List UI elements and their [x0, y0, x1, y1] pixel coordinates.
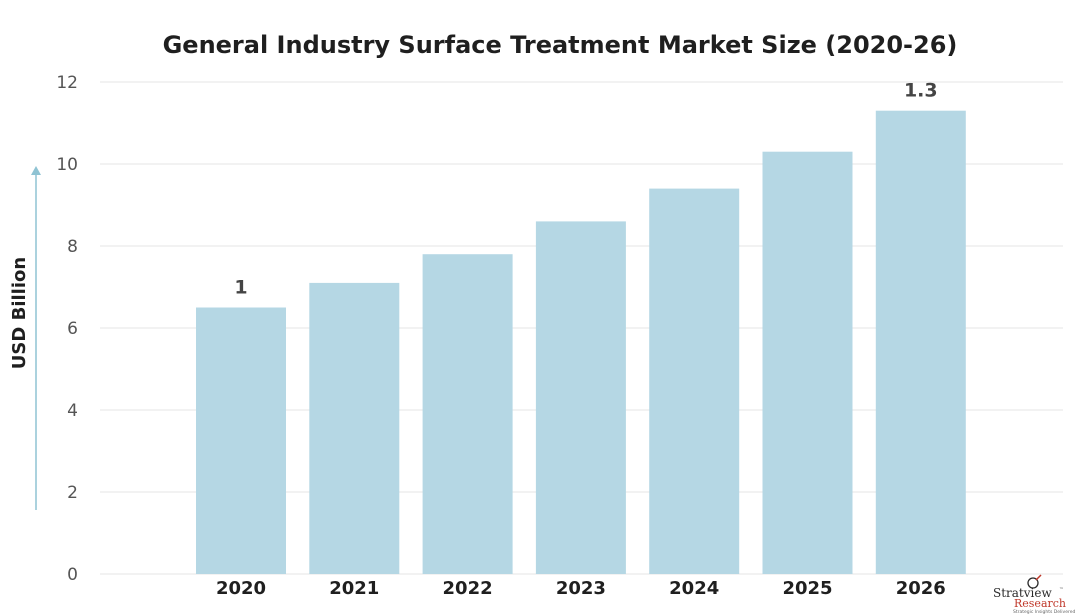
x-category-label: 2022: [443, 578, 493, 599]
x-category-label: 2025: [782, 578, 832, 599]
data-labels: 11.3: [234, 80, 937, 299]
y-axis-arrow-head: [31, 166, 41, 175]
bar-2021: [309, 282, 400, 574]
logo-name: Stratview: [993, 586, 1052, 600]
x-category-label: 2023: [556, 578, 606, 599]
logo-magnifier-handle: [1035, 574, 1042, 581]
y-tick-label: 8: [67, 237, 78, 257]
data-label: 1.3: [904, 80, 938, 102]
bar-2022: [422, 254, 513, 574]
bar-2026: [875, 110, 966, 574]
data-label: 1: [234, 277, 247, 299]
x-category-label: 2021: [329, 578, 379, 599]
x-category-label: 2020: [216, 578, 266, 599]
bar-2023: [535, 221, 626, 574]
x-axis-categories: 2020 2021 2022 2023 2024 2025 2026: [216, 578, 946, 599]
logo-magnifier-icon: [1027, 577, 1039, 589]
y-tick-label: 2: [67, 483, 78, 503]
x-category-label: 2026: [896, 578, 946, 599]
y-tick-label: 6: [67, 319, 78, 339]
stratview-logo: Stratview ™ Research Strategic Insights …: [993, 574, 1075, 615]
y-tick-label: 10: [56, 155, 78, 175]
y-tick-label: 0: [67, 565, 78, 585]
y-axis-arrow: [31, 166, 41, 510]
bar-2020: [196, 307, 286, 574]
logo-subname: Research: [1014, 597, 1066, 610]
y-tick-label: 12: [56, 73, 78, 93]
bar-2024: [649, 188, 740, 574]
logo-trademark: ™: [1059, 587, 1064, 593]
chart-title: General Industry Surface Treatment Marke…: [163, 31, 958, 59]
logo-tagline: Strategic Insights Delivered: [1013, 609, 1075, 615]
bar-2025: [762, 151, 853, 574]
y-axis-label: USD Billion: [9, 257, 30, 369]
bars: [196, 110, 966, 574]
y-tick-label: 4: [67, 401, 78, 421]
y-axis-ticks: 0 2 4 6 8 10 12: [56, 73, 78, 585]
x-category-label: 2024: [669, 578, 719, 599]
